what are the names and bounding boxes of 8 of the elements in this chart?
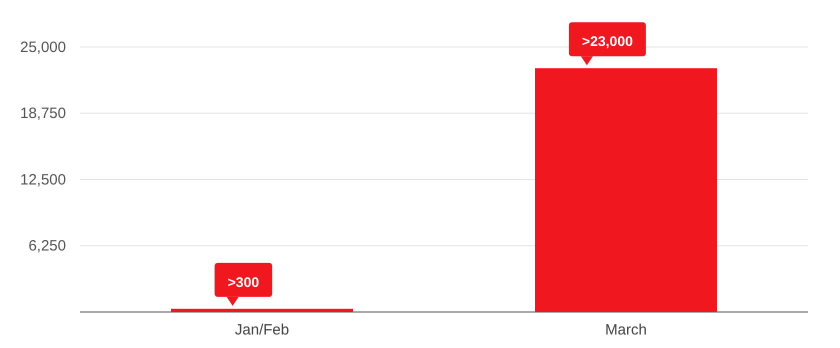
data-label: >300 [228,274,260,290]
x-tick-label: March [605,322,647,339]
y-tick-label: 6,250 [28,238,66,255]
data-label: >23,000 [582,33,634,50]
y-tick-label: 25,000 [20,38,66,56]
y-tick-label: 18,750 [20,105,66,122]
y-tick-label: 12,500 [20,171,66,188]
x-tick-label: Jan/Feb [234,322,290,339]
